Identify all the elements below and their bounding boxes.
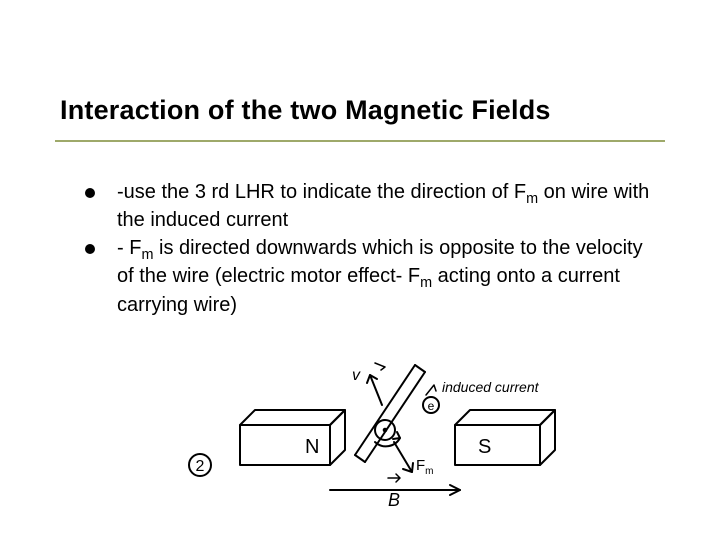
bullet-text: -use the 3 rd LHR to indicate the direct… xyxy=(117,180,660,234)
fm-label-sub: m xyxy=(425,466,433,477)
physics-diagram: 2 N S v xyxy=(180,350,560,510)
bullet-text: - Fm is directed downwards which is oppo… xyxy=(117,236,660,318)
slide-title: Interaction of the two Magnetic Fields xyxy=(60,95,551,126)
title-underline xyxy=(55,140,665,142)
subscript: m xyxy=(420,275,432,291)
subscript: m xyxy=(526,191,538,207)
b-field-label: B xyxy=(388,490,400,510)
text-fragment: -use the 3 rd LHR to indicate the direct… xyxy=(117,181,526,203)
velocity-label: v xyxy=(352,367,361,384)
electron-label: e xyxy=(428,399,435,413)
induced-current-label: induced current xyxy=(442,379,540,395)
step-number-label: 2 xyxy=(196,458,205,475)
fm-label-pre: F xyxy=(416,457,425,474)
list-item: -use the 3 rd LHR to indicate the direct… xyxy=(85,180,660,234)
text-fragment: - F xyxy=(117,237,141,259)
bullet-marker xyxy=(85,188,95,198)
svg-text:Fm: Fm xyxy=(416,457,434,477)
north-pole-label: N xyxy=(305,436,319,458)
slide: Interaction of the two Magnetic Fields -… xyxy=(0,0,720,540)
bullet-marker xyxy=(85,244,95,254)
subscript: m xyxy=(141,247,153,263)
list-item: - Fm is directed downwards which is oppo… xyxy=(85,236,660,318)
bullet-list: -use the 3 rd LHR to indicate the direct… xyxy=(85,180,660,321)
south-pole-label: S xyxy=(478,436,491,458)
